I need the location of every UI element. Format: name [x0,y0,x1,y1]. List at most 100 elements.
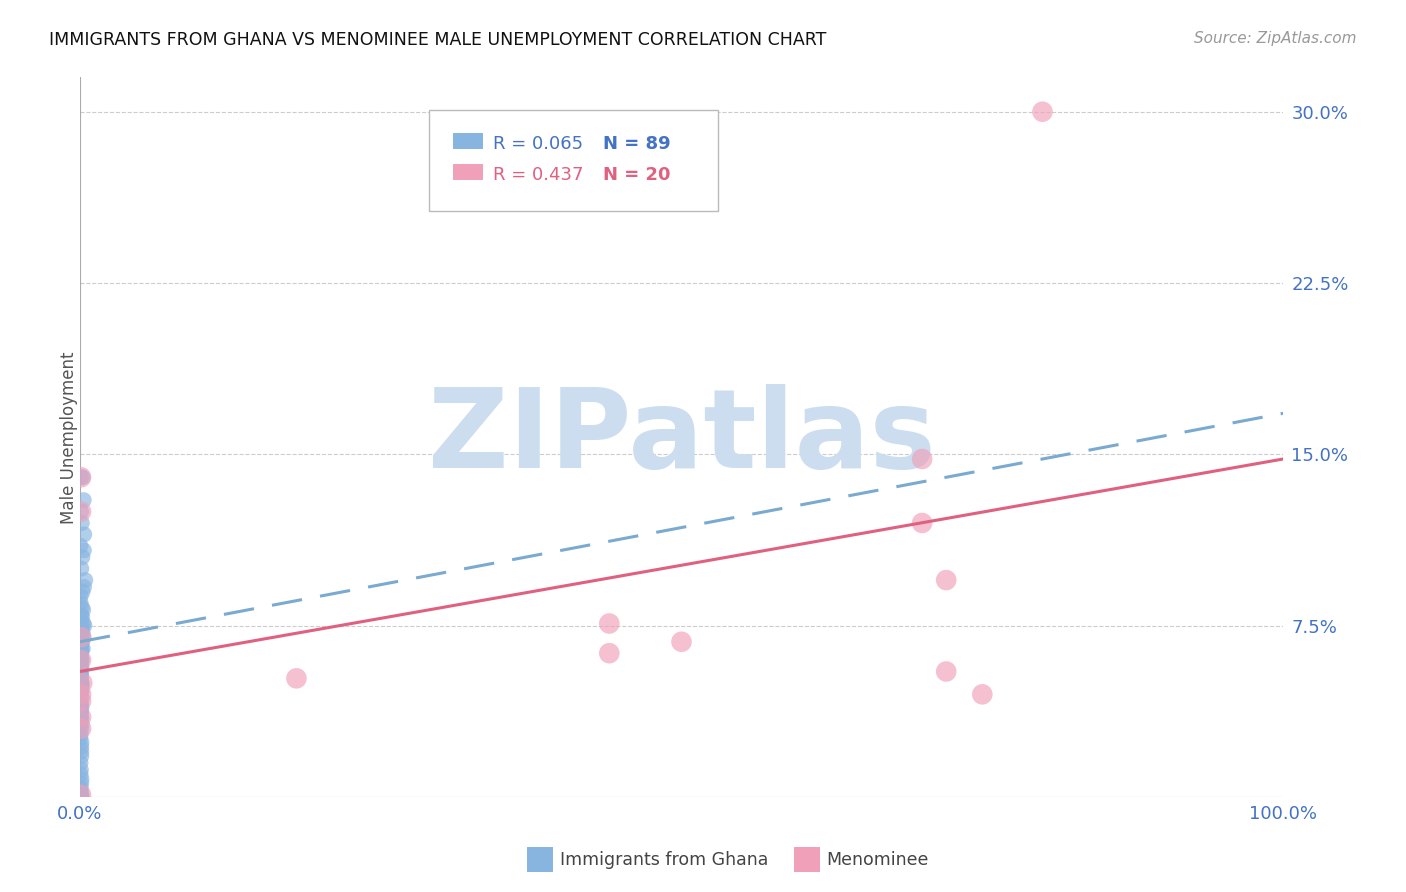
Point [70,676,93,690]
Text: R = 0.065: R = 0.065 [492,135,582,153]
Point [70,685,93,699]
Point [70,671,93,685]
Point [69,692,91,706]
Point [69,628,91,642]
Point [69,756,91,770]
Point [72,634,94,648]
Point [972,687,994,701]
FancyBboxPatch shape [453,133,482,149]
Point [70,650,93,665]
Point [70,656,93,670]
Point [70,710,93,724]
Point [911,452,934,467]
Point [69,786,91,800]
Text: N = 89: N = 89 [603,135,671,153]
Point [70,780,93,795]
Point [935,573,957,587]
Point [70,630,93,644]
Point [70,676,93,690]
Point [70,687,93,701]
Point [70,739,93,754]
Point [935,665,957,679]
Point [70,609,93,624]
Point [671,634,693,648]
Point [69,726,91,740]
Point [70,744,93,758]
FancyBboxPatch shape [453,164,482,179]
Text: Source: ZipAtlas.com: Source: ZipAtlas.com [1194,31,1357,46]
Point [72,625,94,640]
Point [73,527,96,541]
Point [70,735,93,749]
Text: N = 20: N = 20 [603,166,671,184]
Point [72,616,94,631]
Y-axis label: Male Unemployment: Male Unemployment [60,351,77,524]
Point [69,690,91,704]
Text: Immigrants from Ghana: Immigrants from Ghana [560,851,768,869]
Point [69,640,91,654]
Point [70,653,93,667]
Point [70,630,93,644]
Point [73,580,96,594]
Point [69,687,91,701]
Point [70,644,93,658]
Point [70,713,93,727]
Point [69,632,91,647]
Point [1031,104,1053,119]
Point [70,516,93,530]
Point [70,600,93,615]
Point [72,630,94,644]
Point [598,616,620,631]
Point [70,694,93,708]
Point [285,671,308,685]
Point [70,562,93,576]
Point [72,676,94,690]
Point [69,589,91,603]
Point [69,714,91,729]
Text: ZIPatlas: ZIPatlas [427,384,935,491]
Point [70,788,93,802]
Point [70,788,93,802]
Point [70,722,93,736]
Point [69,596,91,610]
Point [69,662,91,676]
Point [72,550,94,565]
Point [70,749,93,764]
Point [69,646,91,660]
Point [69,539,91,553]
Point [70,621,93,635]
Point [70,763,93,777]
Point [70,678,93,692]
Point [70,653,93,667]
Point [69,666,91,681]
Point [70,701,93,715]
Point [70,504,93,518]
Point [70,624,93,638]
Point [69,648,91,663]
Point [73,543,96,558]
Point [72,584,94,599]
Point [70,717,93,731]
Point [70,788,93,802]
Point [69,673,91,688]
Point [70,772,93,786]
Point [70,703,93,717]
Point [70,697,93,711]
Point [69,731,91,745]
Point [70,665,93,679]
Point [69,783,91,797]
Point [72,470,94,484]
Text: Menominee: Menominee [827,851,929,869]
Point [70,722,93,736]
Point [70,470,93,484]
Point [70,776,93,790]
Point [70,790,93,805]
Point [75,573,97,587]
Point [911,516,934,530]
Point [70,682,93,697]
Point [70,607,93,622]
Point [70,707,93,722]
Text: IMMIGRANTS FROM GHANA VS MENOMINEE MALE UNEMPLOYMENT CORRELATION CHART: IMMIGRANTS FROM GHANA VS MENOMINEE MALE … [49,31,827,49]
Point [69,657,91,672]
Point [70,470,93,484]
